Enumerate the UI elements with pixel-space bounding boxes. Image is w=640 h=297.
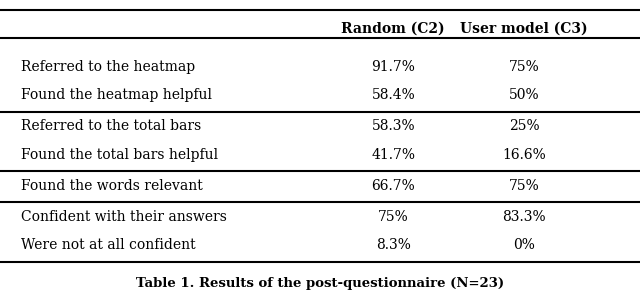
- Text: Confident with their answers: Confident with their answers: [20, 210, 227, 224]
- Text: Were not at all confident: Were not at all confident: [20, 238, 195, 252]
- Text: Found the heatmap helpful: Found the heatmap helpful: [20, 88, 211, 102]
- Text: Table 1. Results of the post-questionnaire (N=23): Table 1. Results of the post-questionnai…: [136, 277, 504, 290]
- Text: 41.7%: 41.7%: [371, 148, 415, 162]
- Text: Found the words relevant: Found the words relevant: [20, 179, 202, 193]
- Text: 75%: 75%: [378, 210, 409, 224]
- Text: Random (C2): Random (C2): [342, 21, 445, 35]
- Text: User model (C3): User model (C3): [460, 21, 588, 35]
- Text: 91.7%: 91.7%: [371, 60, 415, 74]
- Text: 75%: 75%: [509, 60, 540, 74]
- Text: 75%: 75%: [509, 179, 540, 193]
- Text: 0%: 0%: [513, 238, 535, 252]
- Text: Found the total bars helpful: Found the total bars helpful: [20, 148, 218, 162]
- Text: 66.7%: 66.7%: [371, 179, 415, 193]
- Text: Referred to the total bars: Referred to the total bars: [20, 119, 201, 133]
- Text: 58.4%: 58.4%: [371, 88, 415, 102]
- Text: 25%: 25%: [509, 119, 540, 133]
- Text: 83.3%: 83.3%: [502, 210, 546, 224]
- Text: 16.6%: 16.6%: [502, 148, 546, 162]
- Text: 8.3%: 8.3%: [376, 238, 411, 252]
- Text: 58.3%: 58.3%: [371, 119, 415, 133]
- Text: 50%: 50%: [509, 88, 540, 102]
- Text: Referred to the heatmap: Referred to the heatmap: [20, 60, 195, 74]
